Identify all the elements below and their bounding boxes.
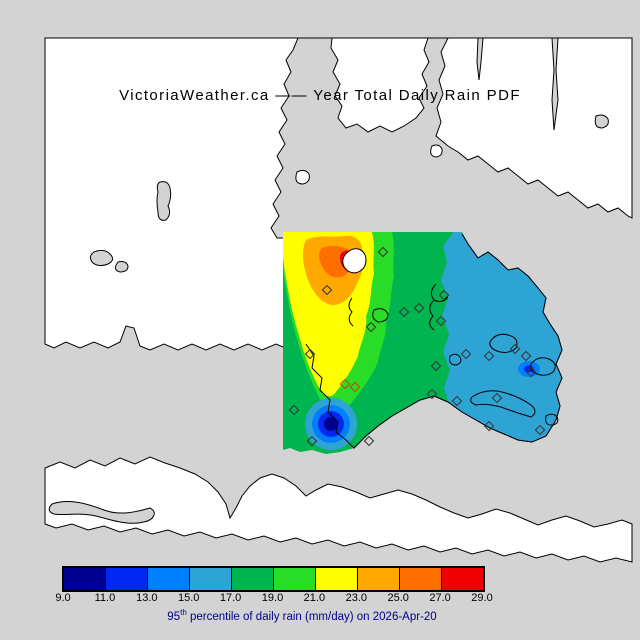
small-island — [295, 169, 310, 185]
station-marker — [426, 388, 438, 400]
island-outline — [470, 390, 536, 418]
colorbar-tick: 21.0 — [303, 592, 326, 604]
island-outline — [489, 333, 518, 353]
station-marker — [349, 381, 361, 393]
station-marker — [365, 321, 377, 333]
island-outline — [545, 413, 559, 426]
colorbar-cell — [105, 568, 147, 590]
colorbar-tick: 13.0 — [136, 592, 158, 604]
station-marker — [451, 395, 463, 407]
colorbar-cell — [64, 568, 105, 590]
station-marker — [520, 350, 532, 362]
colorbar-tick: 11.0 — [94, 592, 116, 604]
colorbar-tick: 27.0 — [429, 592, 451, 604]
colorbar-cell — [357, 568, 399, 590]
station-marker — [483, 350, 495, 362]
station-marker — [377, 246, 389, 258]
lake — [594, 114, 609, 129]
lake — [89, 249, 114, 267]
colorbar-tick: 15.0 — [177, 592, 200, 604]
caption-text: percentile of daily rain (mm/day) on 202… — [186, 610, 437, 623]
station-marker — [435, 315, 447, 327]
colorbar-tick: 29.0 — [471, 592, 493, 604]
station-marker — [398, 306, 410, 318]
colorbar-cell — [231, 568, 273, 590]
station-marker — [288, 404, 300, 416]
colorbar-tick: 17.0 — [219, 592, 242, 604]
station-marker — [339, 378, 351, 390]
figure-caption: 95th percentile of daily rain (mm/day) o… — [0, 608, 604, 623]
station-marker — [509, 343, 521, 355]
colorbar-tick-labels: 9.0 11.0 13.0 15.0 17.0 19.0 21.0 23.0 25.0 27.0 2… — [55, 592, 492, 606]
narrow-inlet — [551, 37, 559, 131]
station-marker — [304, 348, 316, 360]
colorbar-tick: 25.0 — [387, 592, 409, 604]
landmass-north-center — [330, 37, 430, 133]
coastline-strait-shore — [305, 233, 563, 449]
coastline-inlet-coves — [429, 283, 449, 331]
station-marker — [430, 360, 442, 372]
coastline-overlay — [305, 233, 563, 449]
colorbar-cell — [399, 568, 441, 590]
colorbar — [62, 566, 485, 592]
figure-title: VictoriaWeather.ca —— Year Total Daily R… — [119, 87, 521, 104]
station-marker — [460, 348, 472, 360]
station-marker — [321, 284, 333, 296]
station-marker — [491, 392, 503, 404]
lake-in-high-rain-zone — [342, 248, 367, 274]
caption-number: 95 — [167, 610, 181, 623]
colorbar-cell — [315, 568, 357, 590]
rain-contour-field — [283, 232, 562, 454]
station-marker — [413, 302, 425, 314]
landmass-south-olympic — [44, 456, 633, 563]
lake — [114, 261, 129, 273]
inland-ponds-outline — [348, 297, 389, 327]
station-marker — [363, 435, 375, 447]
bullseye-core-9-11 — [324, 417, 338, 431]
caption-ordinal: th — [180, 608, 187, 617]
station-marker — [534, 424, 546, 436]
colorbar-tick: 23.0 — [345, 592, 368, 604]
station-marker — [438, 289, 450, 301]
station-marker — [306, 435, 318, 447]
small-island — [430, 144, 443, 158]
colorbar-cell — [441, 568, 483, 590]
colorbar-tick: 19.0 — [261, 592, 284, 604]
colorbar-tick: 9.0 — [55, 592, 71, 604]
island-outline — [530, 357, 556, 376]
lakes-and-inlets — [48, 37, 609, 524]
island-outline — [449, 353, 462, 366]
station-marker — [525, 366, 537, 378]
colorbar-cell — [273, 568, 315, 590]
colorbar-cell — [147, 568, 189, 590]
station-marker — [483, 420, 495, 432]
colorbar-cell — [189, 568, 231, 590]
landmass-northeast — [435, 37, 633, 219]
bay — [48, 501, 155, 524]
station-markers — [288, 246, 546, 447]
lake — [156, 181, 172, 221]
